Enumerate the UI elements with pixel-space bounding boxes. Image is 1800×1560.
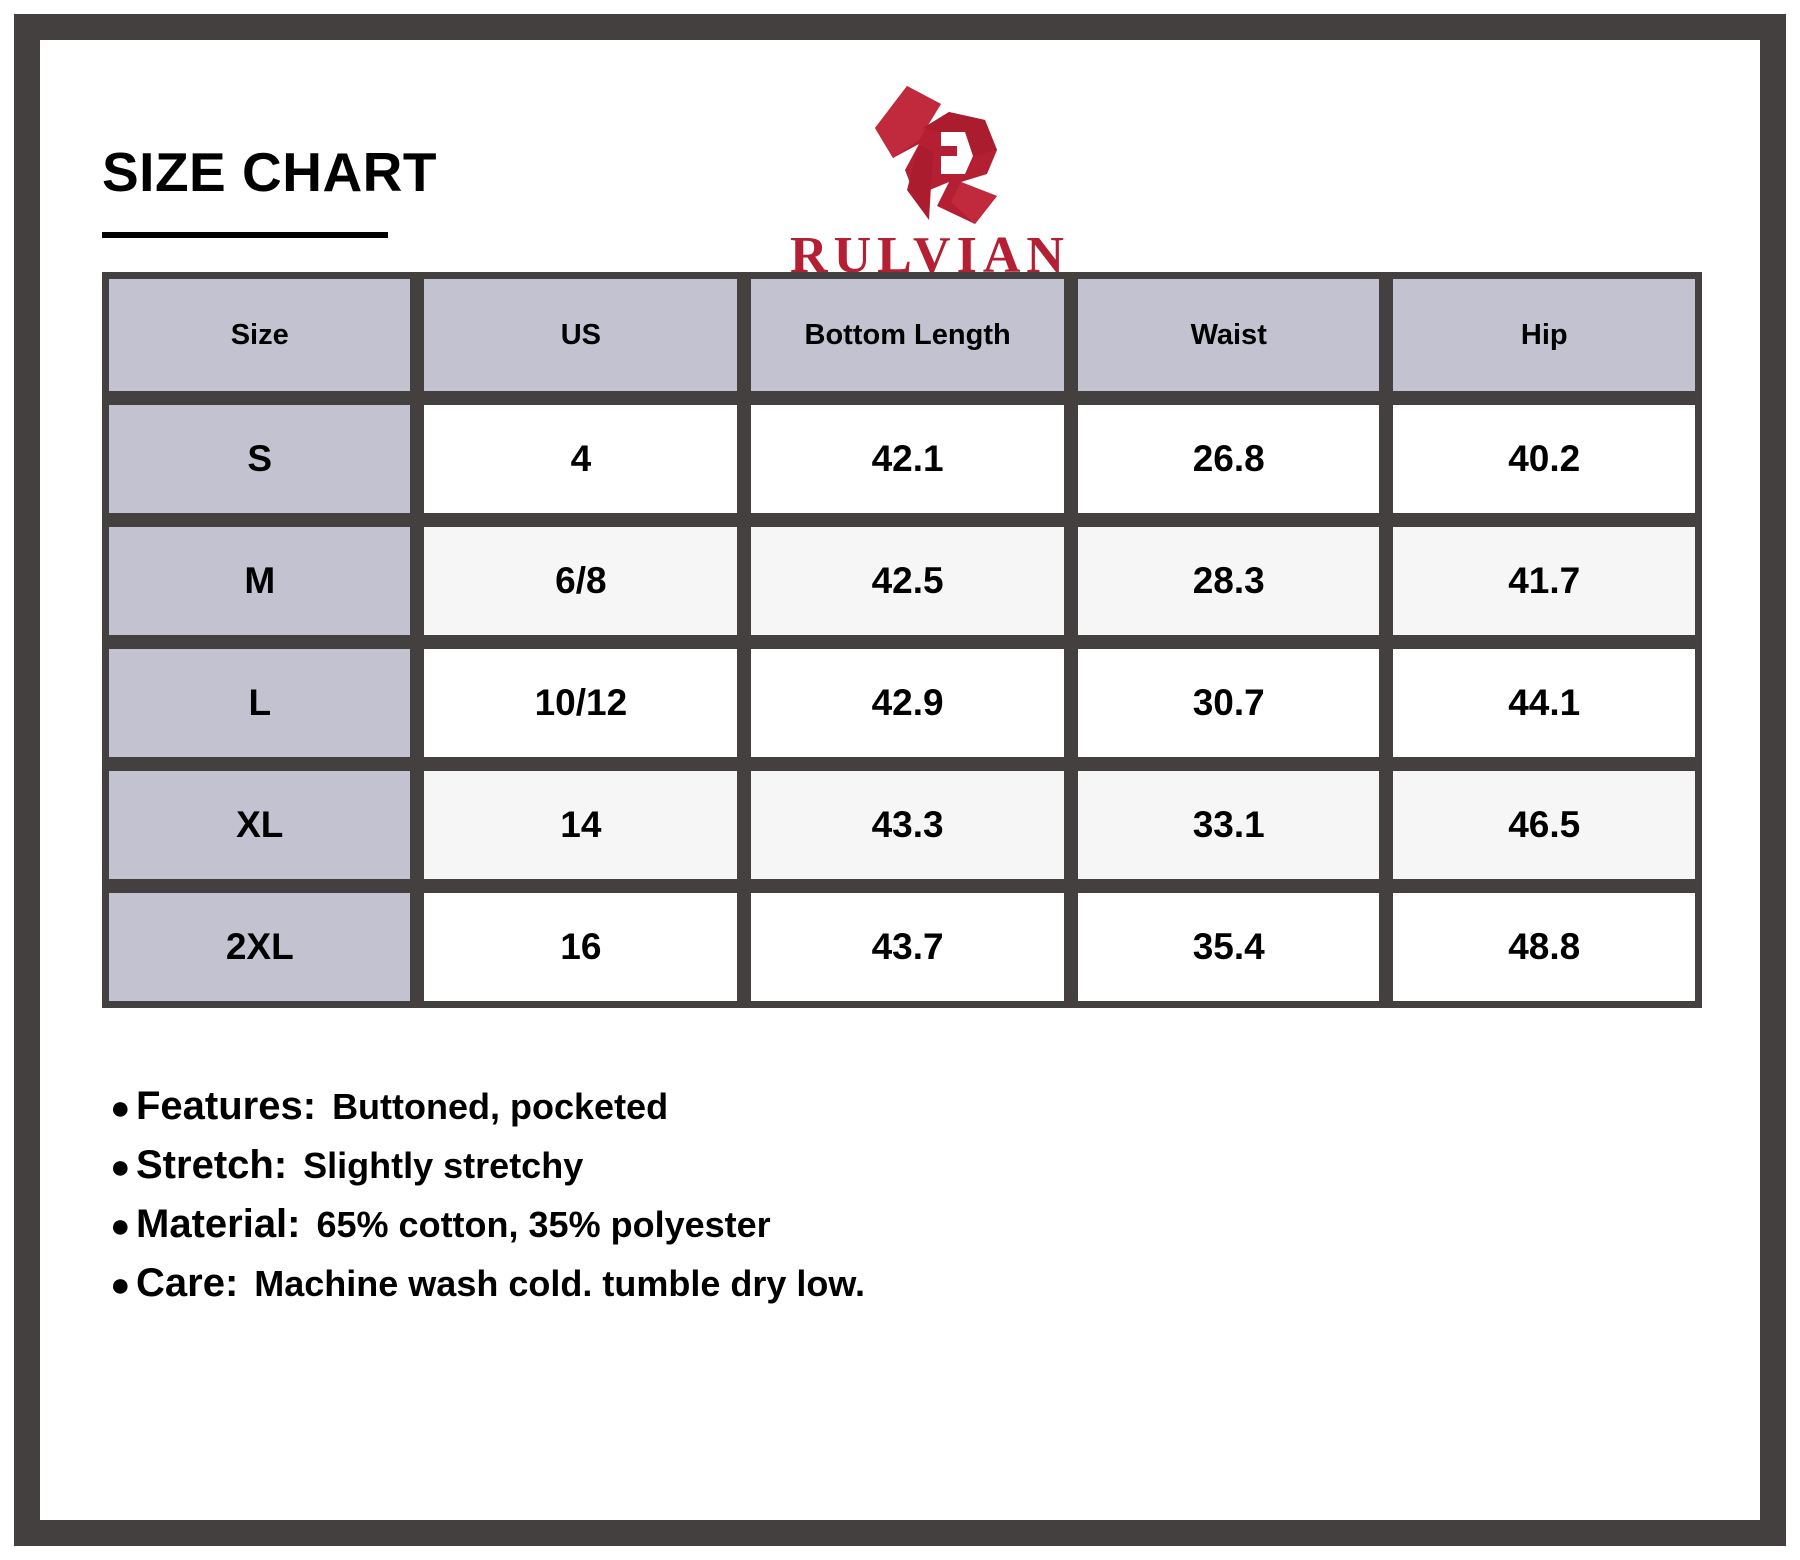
table-header-row: Size US Bottom Length Waist Hip	[102, 272, 1702, 398]
note-label: Care:	[136, 1261, 239, 1305]
cell-hip: 46.5	[1386, 764, 1702, 886]
bullet-icon: ●	[110, 1148, 131, 1186]
cell-bottom-length: 42.1	[744, 398, 1071, 520]
note-label: Stretch:	[136, 1143, 288, 1187]
note-value: 65% cotton, 35% polyester	[316, 1204, 771, 1245]
cell-us: 6/8	[417, 520, 745, 642]
table-row: M 6/8 42.5 28.3 41.7	[102, 520, 1702, 642]
product-notes-list: ● Features: Buttoned, pocketed ● Stretch…	[110, 1084, 1610, 1320]
cell-us: 14	[417, 764, 745, 886]
table-body: S 4 42.1 26.8 40.2 M 6/8 42.5 28.3 41.7 …	[102, 398, 1702, 1008]
list-item: ● Stretch: Slightly stretchy	[110, 1143, 1610, 1188]
cell-bottom-length: 42.9	[744, 642, 1071, 764]
table-row: L 10/12 42.9 30.7 44.1	[102, 642, 1702, 764]
note-label: Features:	[136, 1084, 317, 1128]
cell-size: XL	[102, 764, 418, 886]
cell-waist: 33.1	[1070, 764, 1387, 886]
column-header-waist: Waist	[1070, 272, 1387, 398]
column-header-us: US	[417, 272, 745, 398]
note-value: Buttoned, pocketed	[332, 1086, 669, 1127]
cell-hip: 41.7	[1386, 520, 1702, 642]
cell-hip: 44.1	[1386, 642, 1702, 764]
cell-waist: 30.7	[1070, 642, 1387, 764]
table-header: Size US Bottom Length Waist Hip	[102, 272, 1702, 398]
size-table: Size US Bottom Length Waist Hip S 4 42.1…	[102, 272, 1702, 1008]
table-row: XL 14 43.3 33.1 46.5	[102, 764, 1702, 886]
title-underline-rule	[102, 232, 388, 238]
column-header-hip: Hip	[1386, 272, 1702, 398]
table-row: S 4 42.1 26.8 40.2	[102, 398, 1702, 520]
header: SIZE CHART RULVIAN	[40, 40, 1760, 282]
cell-size: S	[102, 398, 418, 520]
cell-waist: 26.8	[1070, 398, 1387, 520]
column-header-size: Size	[102, 272, 418, 398]
cell-us: 4	[417, 398, 745, 520]
size-chart-frame: SIZE CHART RULVIAN	[14, 14, 1786, 1546]
column-header-bottom-length: Bottom Length	[744, 272, 1071, 398]
bullet-icon: ●	[110, 1266, 131, 1304]
list-item: ● Care: Machine wash cold. tumble dry lo…	[110, 1261, 1610, 1306]
list-item: ● Material: 65% cotton, 35% polyester	[110, 1202, 1610, 1247]
note-value: Slightly stretchy	[303, 1145, 584, 1186]
cell-size: L	[102, 642, 418, 764]
cell-bottom-length: 42.5	[744, 520, 1071, 642]
cell-size: M	[102, 520, 418, 642]
note-label: Material:	[136, 1202, 301, 1246]
rulvian-r-monogram-icon	[875, 86, 997, 224]
bullet-icon: ●	[110, 1089, 131, 1127]
cell-hip: 40.2	[1386, 398, 1702, 520]
brand-logo: RULVIAN	[690, 78, 1170, 282]
cell-bottom-length: 43.7	[744, 886, 1071, 1008]
bullet-icon: ●	[110, 1207, 131, 1245]
cell-waist: 28.3	[1070, 520, 1387, 642]
cell-waist: 35.4	[1070, 886, 1387, 1008]
cell-hip: 48.8	[1386, 886, 1702, 1008]
page-title: SIZE CHART	[102, 141, 437, 203]
list-item: ● Features: Buttoned, pocketed	[110, 1084, 1610, 1129]
cell-us: 10/12	[417, 642, 745, 764]
chart-canvas: SIZE CHART RULVIAN	[40, 40, 1760, 1520]
cell-bottom-length: 43.3	[744, 764, 1071, 886]
note-value: Machine wash cold. tumble dry low.	[254, 1263, 866, 1304]
cell-size: 2XL	[102, 886, 418, 1008]
table-row: 2XL 16 43.7 35.4 48.8	[102, 886, 1702, 1008]
cell-us: 16	[417, 886, 745, 1008]
title-block: SIZE CHART	[102, 145, 437, 238]
